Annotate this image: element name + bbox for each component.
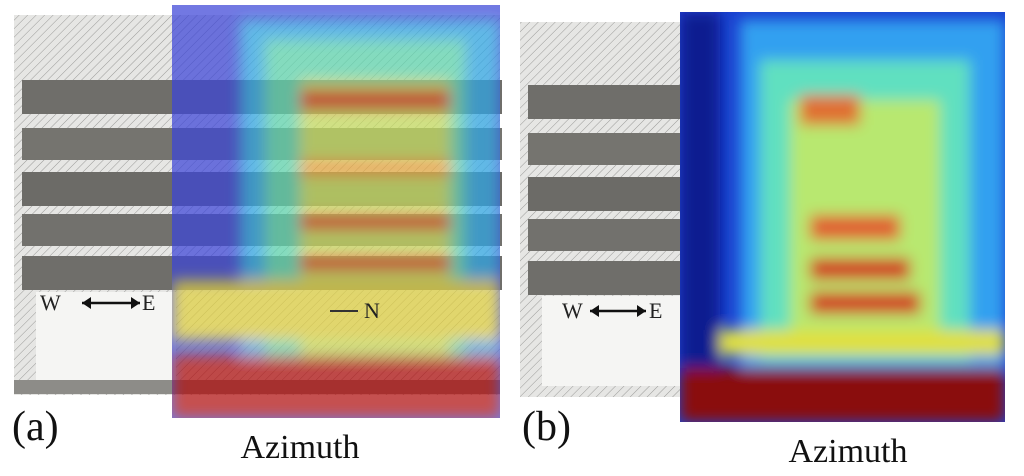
panel-label: (b) xyxy=(522,404,571,450)
annotation: W xyxy=(562,298,583,323)
panel-label: (a) xyxy=(12,404,59,450)
annotation: W xyxy=(40,290,61,315)
heatmap-b xyxy=(680,12,1005,422)
annotation: N xyxy=(364,298,380,323)
heatmap-overlay-a xyxy=(172,5,500,418)
axis-label: Azimuth xyxy=(789,433,908,470)
sketch-b xyxy=(520,22,682,397)
axis-label: Azimuth xyxy=(241,429,360,466)
annotation: E xyxy=(142,290,155,315)
annotation: E xyxy=(649,298,662,323)
